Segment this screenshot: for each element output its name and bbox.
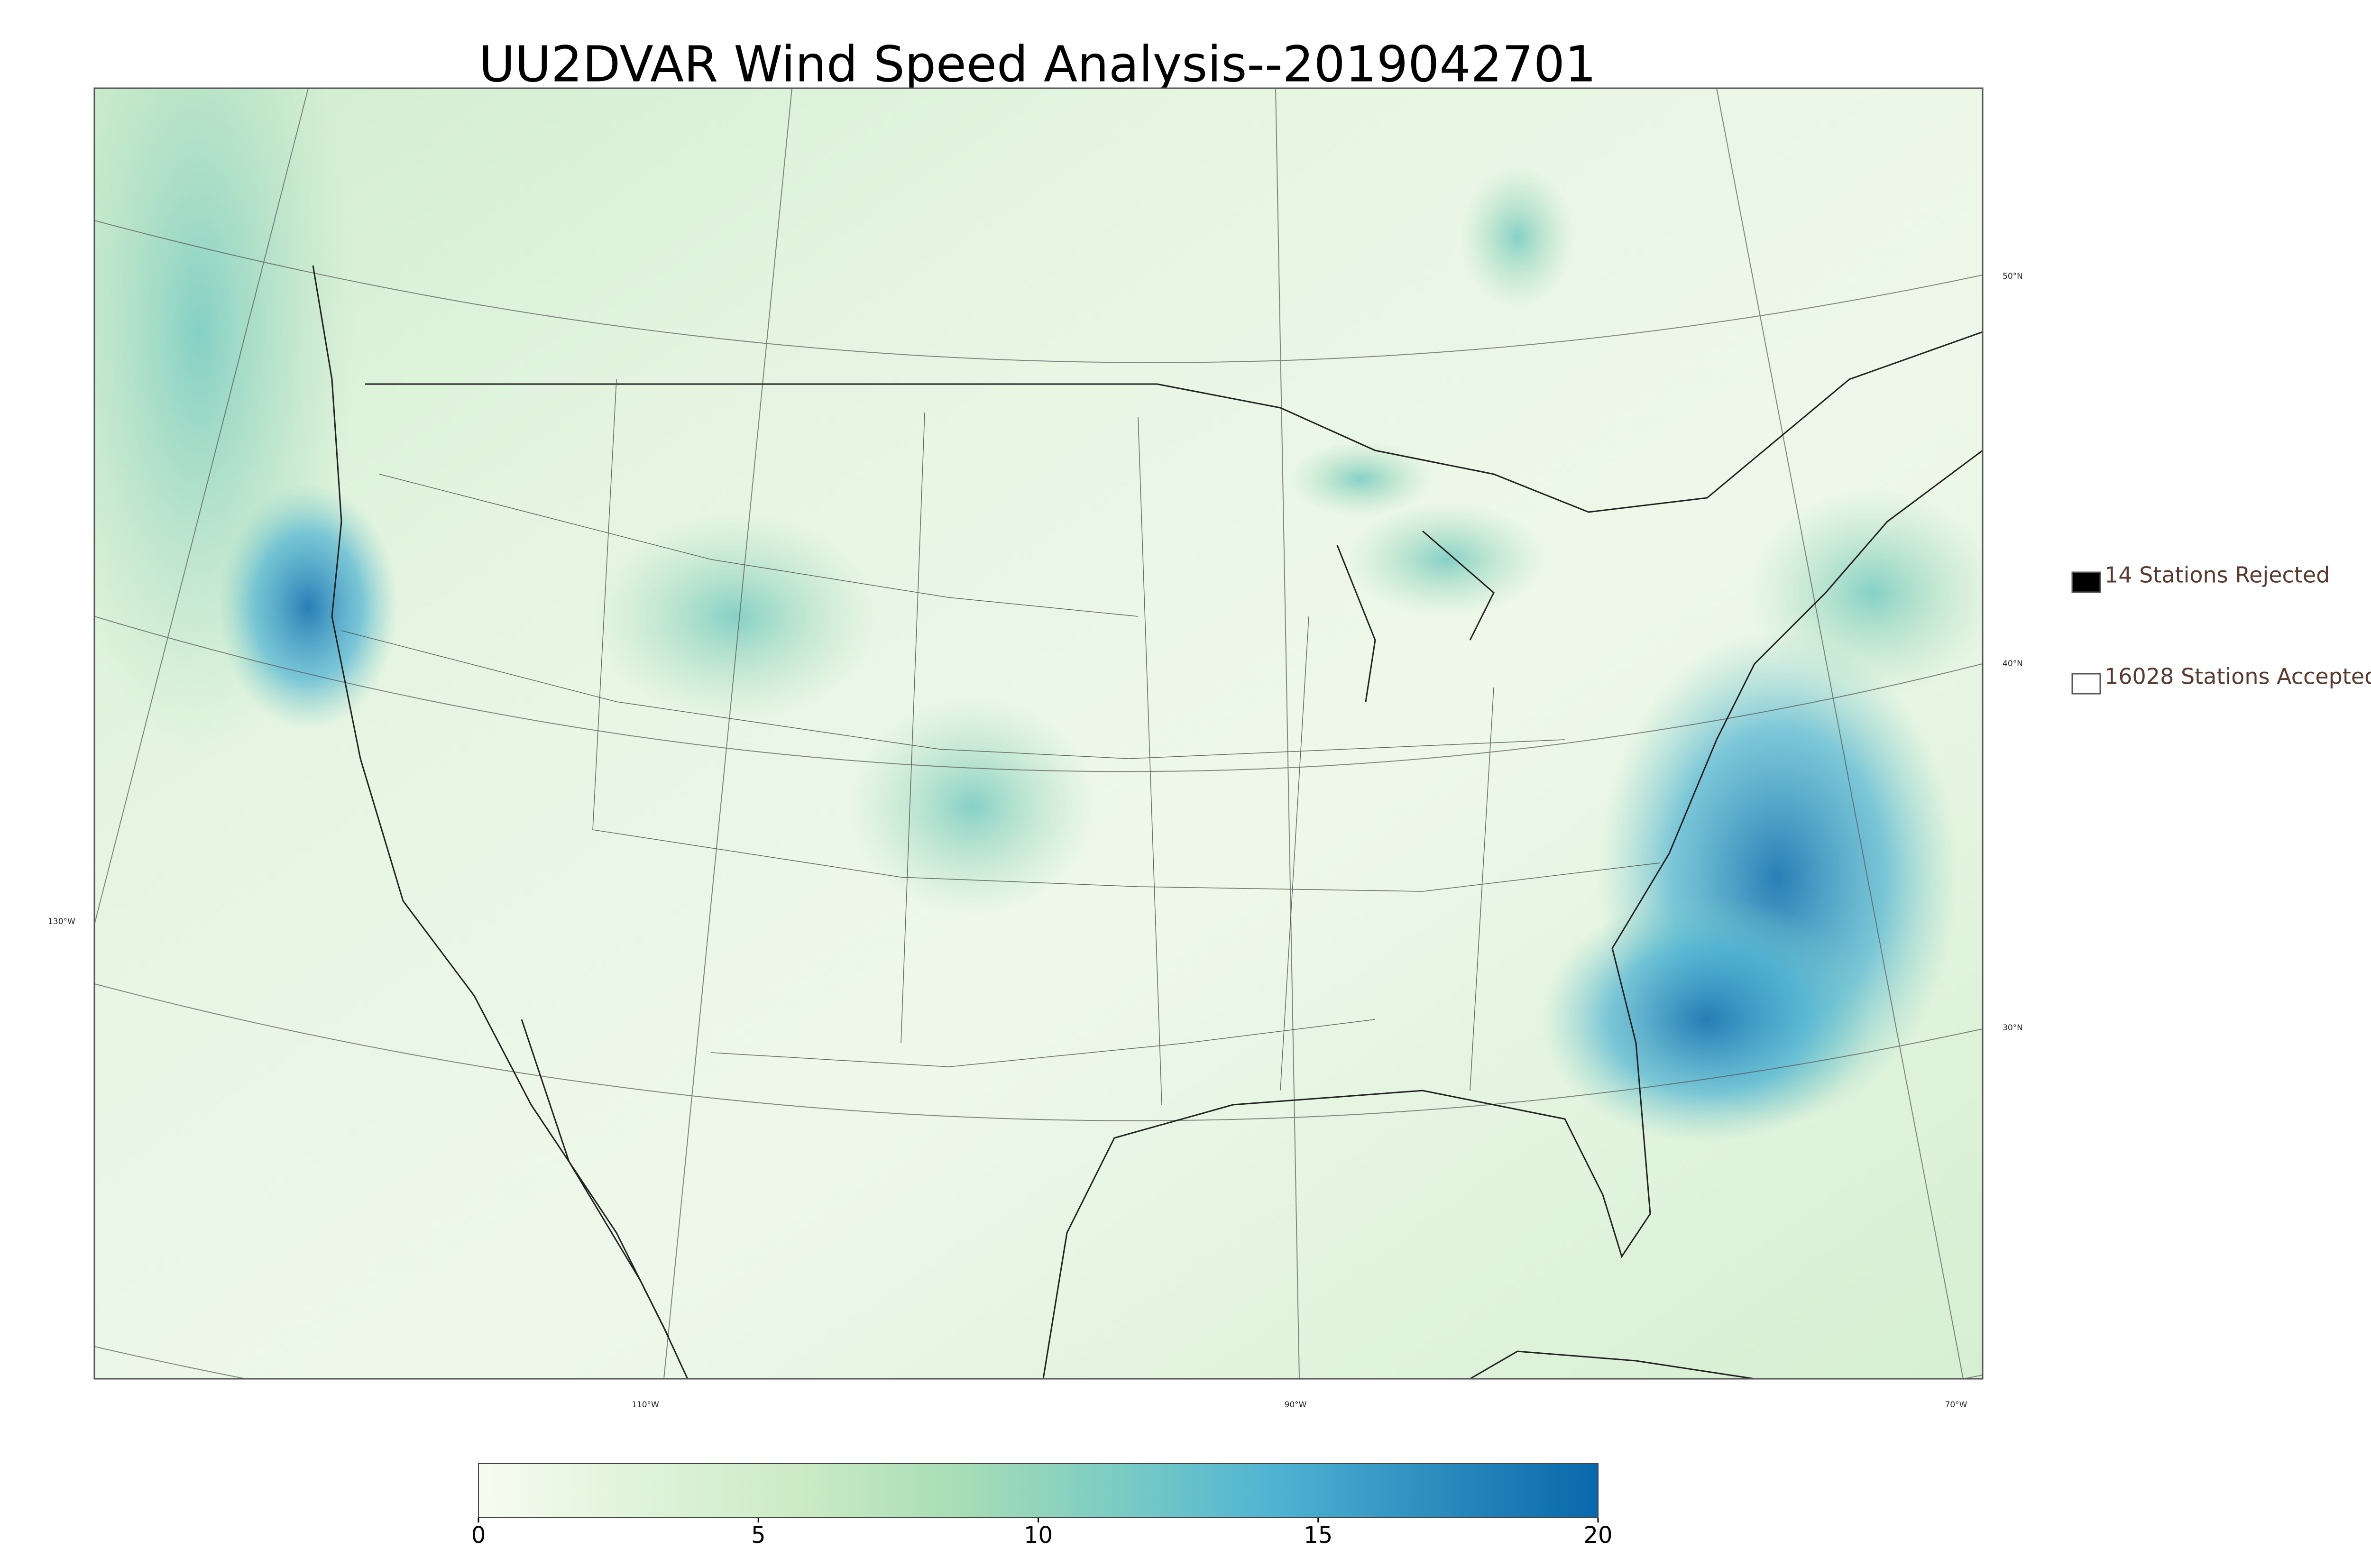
- coastline: [312, 265, 1983, 1379]
- colorbar-fill: [478, 1463, 1599, 1518]
- state-borders: [341, 379, 1660, 1105]
- colorbar-tick-label: 15: [1304, 1522, 1333, 1549]
- wind-field: [593, 512, 877, 721]
- legend-label: 16028 Stations Accepted: [2104, 664, 2371, 689]
- map-frame: [93, 87, 1984, 1380]
- coordinate-labels: 50°N 40°N 30°N 130°W 110°W 90°W 70°W: [48, 272, 2023, 1410]
- map: [94, 88, 1983, 1379]
- wind-field: [1290, 441, 1432, 517]
- legend-swatch: [2071, 571, 2101, 593]
- lon-label: 90°W: [1285, 1400, 1307, 1410]
- colorbar-tick-label: 5: [751, 1522, 766, 1549]
- graticule: [94, 88, 1983, 1379]
- legend: 14 Stations Rejected 16028 Stations Accep…: [2071, 562, 2371, 695]
- legend-label: 14 Stations Rejected: [2104, 562, 2330, 588]
- lon-label: 70°W: [1945, 1400, 1967, 1410]
- lat-label: 50°N: [2003, 272, 2023, 281]
- colorbar: 0 5 10 15 20: [471, 1463, 1613, 1549]
- wind-field: [1347, 503, 1546, 616]
- lat-label: 30°N: [2003, 1023, 2023, 1033]
- lon-label: 110°W: [632, 1400, 659, 1410]
- legend-swatch: [2071, 673, 2101, 695]
- colorbar-tick-label: 20: [1583, 1522, 1612, 1549]
- title: UU2DVAR Wind Speed Analysis--2019042701: [479, 35, 1596, 93]
- wind-field: [849, 697, 1095, 915]
- colorbar-tick-label: 10: [1024, 1522, 1053, 1549]
- wind-field: [218, 484, 398, 730]
- lon-label: 130°W: [48, 917, 75, 926]
- colorbar-tick-label: 0: [471, 1522, 486, 1549]
- wind-field: [1750, 488, 1983, 697]
- wind-field: [1461, 166, 1574, 308]
- wind-field: [1541, 896, 1873, 1143]
- lat-label: 40°N: [2003, 659, 2023, 669]
